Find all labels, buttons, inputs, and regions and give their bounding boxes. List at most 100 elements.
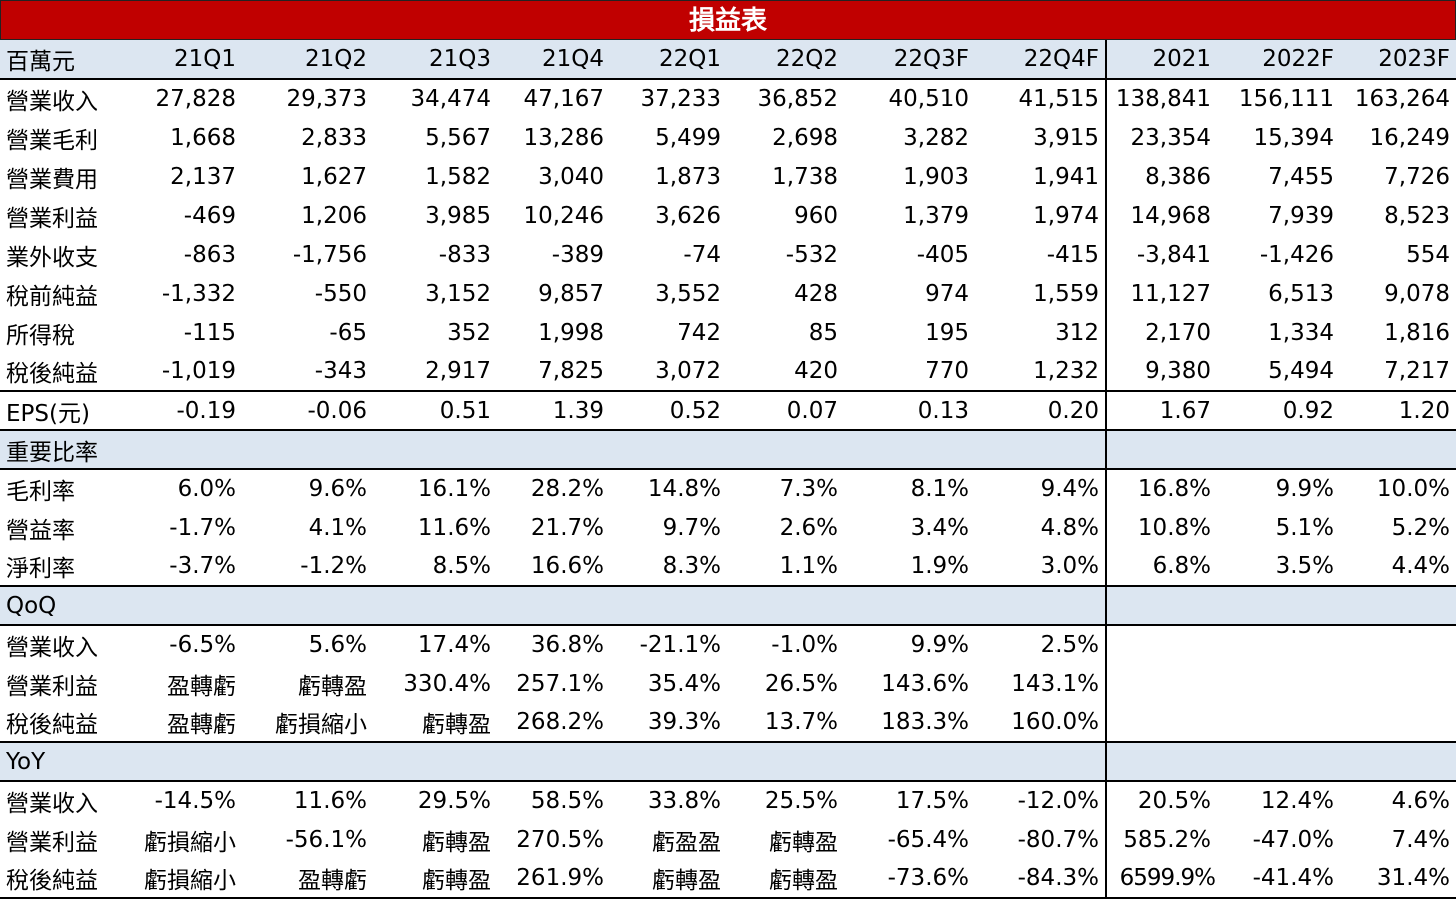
table-cell: 39.3% [647,709,721,735]
column-header-21q1: 21Q1 [112,40,242,80]
table-cell: -21.1% [639,632,721,658]
table-cell: 25.5% [764,788,838,814]
table-cell: 9.4% [1040,476,1099,502]
table-cell: 268.2% [516,709,604,735]
table-cell: 10,246 [523,202,604,229]
table-cell: 虧轉盈 [422,829,491,856]
table-title: 損益表 [0,0,1456,40]
income-row: 稅後純益 -1,019 -343 2,917 7,825 3,072 420 770 1,232… [0,352,1456,391]
table-cell: 1,998 [538,319,604,346]
table-cell: 17.4% [417,632,491,658]
row-label: 稅後純益 [6,361,98,387]
row-label: 營業利益 [6,829,98,856]
table-cell: 138,841 [1105,79,1217,118]
table-cell: 3.5% [1275,553,1334,579]
column-header-2022f: 2022F [1217,40,1340,80]
row-label: 稅前純益 [6,283,98,310]
table-cell: 21.7% [530,514,604,541]
table-cell: 1,903 [903,163,969,190]
column-header-22q4f: 22Q4F [975,40,1106,80]
table-cell: 0.13 [844,390,975,430]
table-cell: 虧轉盈 [298,673,367,700]
row-label: 營業收入 [6,635,98,661]
table-cell: 40,510 [888,86,969,112]
table-cell: 1,668 [170,124,236,151]
table-cell: 1.1% [779,553,838,579]
table-cell: 1.20 [1340,390,1456,430]
table-cell: -389 [551,241,604,268]
table-cell [1340,703,1456,742]
income-row: 營業利益 -469 1,206 3,985 10,246 3,626 960 1,379 1,9… [0,196,1456,235]
row-label: 營益率 [6,517,75,544]
table-cell: -1,019 [161,358,236,384]
table-cell: 585.2% [1105,820,1217,859]
table-cell: 31.4% [1340,859,1456,899]
table-cell: 0.52 [610,390,727,430]
table-cell: 35.4% [647,670,721,697]
table-cell: 58.5% [530,788,604,814]
table-cell: 16,249 [1369,124,1450,151]
table-cell: 1,941 [1033,163,1099,190]
table-cell: -0.06 [242,390,373,430]
table-cell: 9.7% [662,514,721,541]
table-cell [1340,664,1456,703]
income-statement-table: 百萬元 21Q1 21Q2 21Q3 21Q4 22Q1 22Q2 22Q3F … [0,40,1456,899]
table-cell [1217,625,1340,664]
table-cell: 8.1% [910,476,969,502]
table-cell: 0.51 [373,390,497,430]
table-cell: 156,111 [1238,86,1334,112]
ratio-row: 毛利率 6.0% 9.6% 16.1% 28.2% 14.8% 7.3% 8.1% 9.4% 16… [0,469,1456,508]
table-cell: 盈轉虧 [242,859,373,899]
income-row: 營業毛利 1,668 2,833 5,567 13,286 5,499 2,698 3,282… [0,118,1456,157]
table-cell: 5,499 [655,124,721,151]
table-cell: 3,282 [903,124,969,151]
table-cell: 13.7% [764,709,838,735]
table-cell: 330.4% [403,670,491,697]
table-cell: 1,974 [1033,202,1099,229]
table-cell [1217,703,1340,742]
table-cell: 9.6% [308,476,367,502]
income-row: 業外收支 -863 -1,756 -833 -389 -74 -532 -405 -415 -3,… [0,235,1456,274]
table-cell: 0.07 [727,390,844,430]
section-filler [1105,741,1456,782]
table-cell: -833 [438,241,491,268]
table-cell: 3,552 [655,280,721,307]
table-cell: 5.1% [1275,514,1334,541]
table-cell: -0.19 [112,390,242,430]
table-cell [1105,664,1217,703]
table-cell: 163,264 [1354,86,1450,112]
table-cell: 4.4% [1391,553,1450,579]
table-cell: 1,816 [1384,319,1450,346]
table-cell: 47,167 [523,86,604,112]
table-cell: -115 [183,319,236,346]
table-cell: 11.6% [417,514,491,541]
yoy-row: 稅後純益 虧損縮小 盈轉虧 虧轉盈 261.9% 虧轉盈 虧轉盈 -73.6% -84.3% 65… [0,859,1456,899]
table-cell: 8.3% [662,553,721,579]
table-cell: 虧損縮小 [275,712,367,738]
table-cell: 257.1% [516,670,604,697]
table-cell: 28.2% [530,476,604,502]
table-cell: 1,738 [772,163,838,190]
table-cell: 3,985 [425,202,491,229]
table-cell: 41,515 [1018,86,1099,112]
table-cell: -1.7% [169,514,236,541]
table-cell: 974 [925,280,969,307]
table-cell: 2,833 [301,124,367,151]
column-header-2023f: 2023F [1340,40,1456,80]
table-cell: 虧轉盈 [422,712,491,738]
yoy-row: 營業利益 虧損縮小 -56.1% 虧轉盈 270.5% 虧盈盈 虧轉盈 -65.4% -80.7… [0,820,1456,859]
column-header-21q4: 21Q4 [497,40,610,80]
table-cell: -863 [183,241,236,268]
table-cell: 虧轉盈 [610,859,727,899]
section-ratios: 重要比率 [0,429,1456,470]
table-cell: 2,917 [425,358,491,384]
table-cell: 352 [447,319,491,346]
income-row: 營業收入 27,828 29,373 34,474 47,167 37,233 36,852… [0,79,1456,118]
table-cell [1105,625,1217,664]
table-cell: -73.6% [844,859,975,899]
table-cell: 7.3% [779,476,838,502]
table-cell: 7,939 [1268,202,1334,229]
table-cell: 8.5% [432,553,491,579]
table-cell: 37,233 [640,86,721,112]
table-cell: -1.0% [771,632,838,658]
